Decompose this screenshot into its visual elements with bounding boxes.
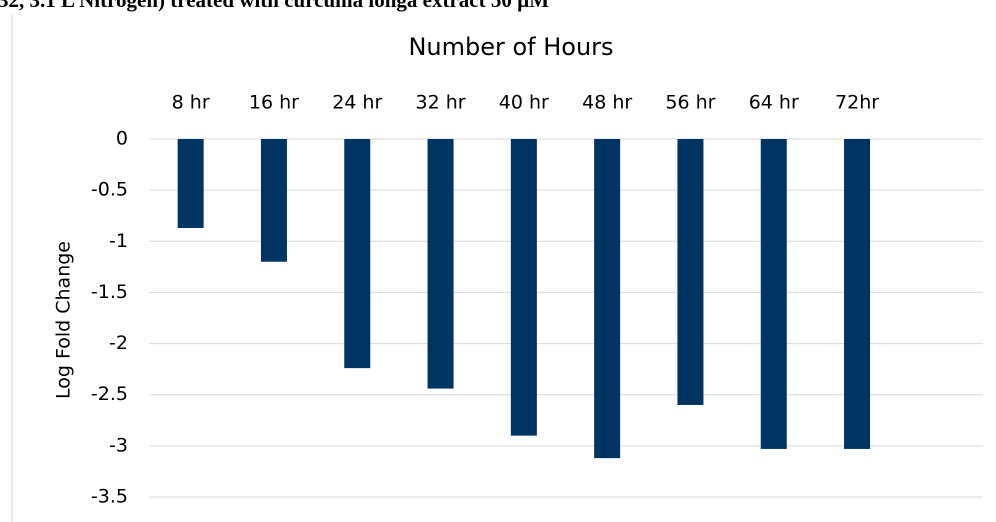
x-tick-label: 32 hr [416, 92, 466, 114]
y-tick-label: -2.5 [91, 383, 128, 405]
y-tick-label: 0 [116, 128, 128, 150]
bar [510, 139, 537, 436]
y-tick-label: -1 [109, 230, 128, 252]
chart-title: Number of Hours [408, 33, 613, 61]
y-axis-label: Log Fold Change [53, 241, 75, 399]
x-tick-label: 72hr [835, 92, 879, 114]
bar [427, 139, 454, 389]
x-tick-label: 8 hr [172, 92, 210, 114]
y-tick-label: -3 [109, 434, 128, 456]
y-tick-label: -2 [109, 332, 128, 354]
x-tick-label: 48 hr [582, 92, 632, 114]
x-tick-label: 56 hr [665, 92, 715, 114]
bar [677, 139, 704, 405]
x-tick-label: 40 hr [499, 92, 549, 114]
x-tick-label: 16 hr [249, 92, 299, 114]
y-tick-label: -0.5 [91, 179, 128, 201]
y-tick-label: -1.5 [91, 281, 128, 303]
caption: 32, 3.1 L Nitrogen) treated with curcuma… [0, 0, 549, 12]
bar [177, 139, 204, 228]
bar [844, 139, 871, 449]
y-tick-label: -3.5 [91, 486, 128, 508]
bar [260, 139, 287, 262]
x-tick-label: 24 hr [332, 92, 382, 114]
bar [760, 139, 787, 449]
bar [344, 139, 371, 369]
bar [594, 139, 621, 459]
x-tick-label: 64 hr [749, 92, 799, 114]
